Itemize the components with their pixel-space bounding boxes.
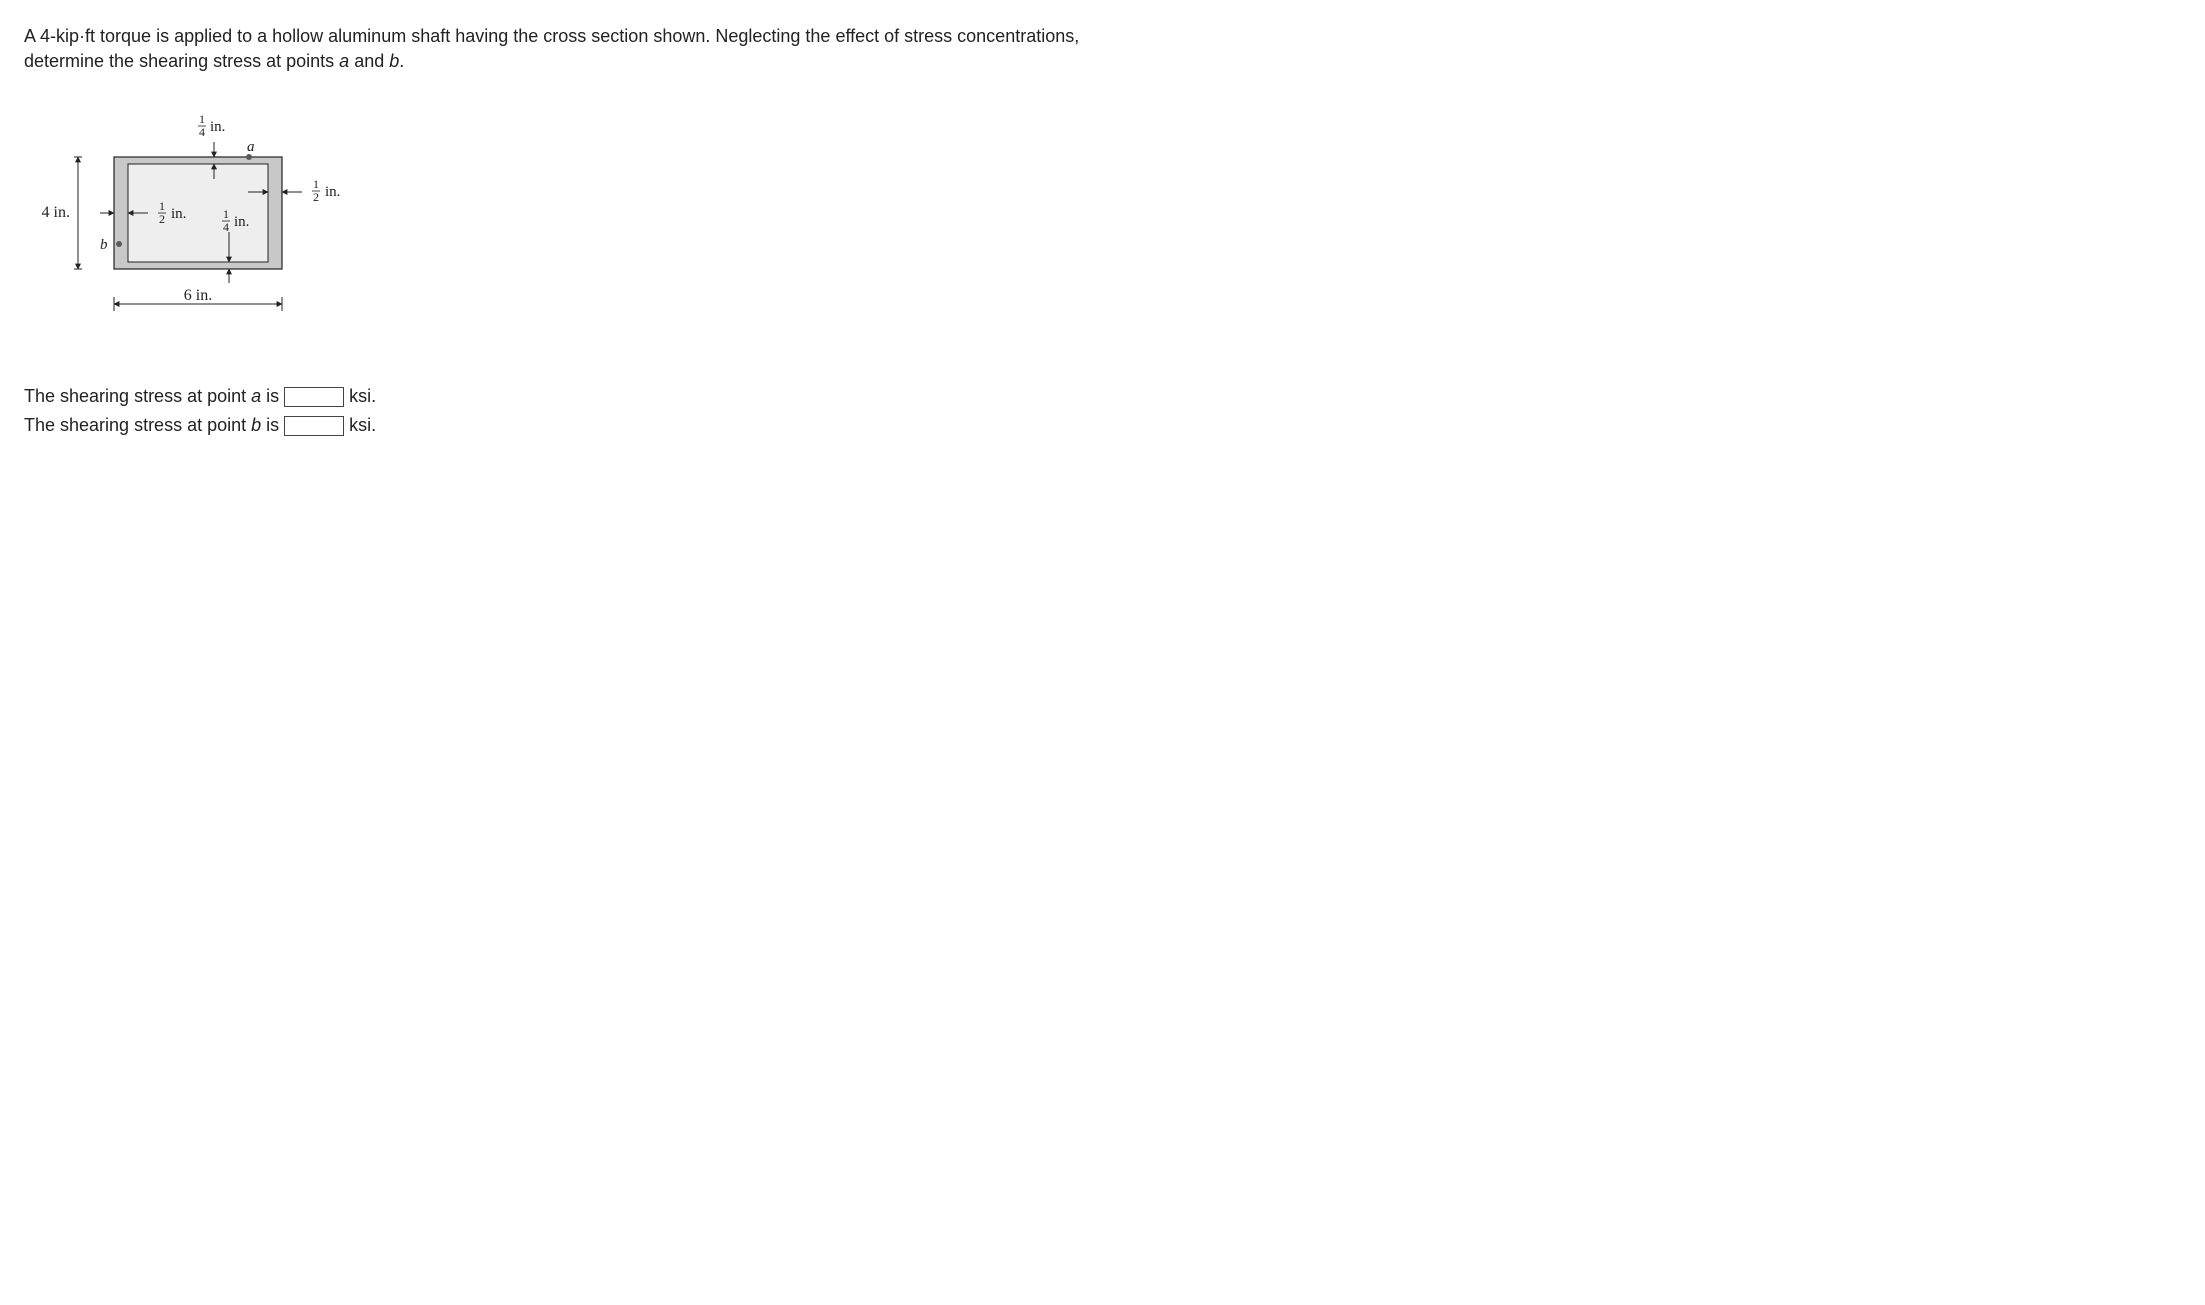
problem-and: and (349, 51, 389, 71)
problem-line2-pre: determine the shearing stress at points (24, 51, 339, 71)
svg-text:2: 2 (159, 212, 165, 226)
dim-width-label: 6 in. (184, 287, 212, 304)
dim-height: 4 in. (42, 157, 82, 269)
answer-a-input[interactable] (284, 387, 344, 407)
answer-b-post: is (261, 415, 284, 435)
answer-a-pre: The shearing stress at point (24, 386, 251, 406)
answer-row-a: The shearing stress at point a is ksi. (24, 382, 2181, 411)
svg-text:1: 1 (313, 177, 319, 191)
svg-text:a: a (247, 139, 255, 155)
answer-a-post: is (261, 386, 284, 406)
dim-width: 6 in. (114, 287, 282, 311)
svg-text:in.: in. (325, 184, 340, 200)
svg-text:in.: in. (234, 214, 249, 230)
svg-text:4: 4 (199, 125, 205, 139)
svg-text:in.: in. (210, 119, 225, 135)
svg-text:1: 1 (199, 112, 205, 126)
cross-section-diagram: 4 in. 6 in. 1 4 in. 1 4 in. 1 2 in. (34, 102, 2181, 342)
answer-b-pt: b (251, 415, 261, 435)
svg-text:4: 4 (223, 220, 229, 234)
problem-statement: A 4-kip·ft torque is applied to a hollow… (24, 24, 1324, 74)
answer-b-input[interactable] (284, 416, 344, 436)
answer-b-unit: ksi. (344, 415, 376, 435)
problem-pt-b: b (389, 51, 399, 71)
answer-prompts: The shearing stress at point a is ksi. T… (24, 382, 2181, 440)
svg-text:2: 2 (313, 190, 319, 204)
svg-text:b: b (100, 237, 108, 253)
svg-text:1: 1 (159, 199, 165, 213)
answer-a-unit: ksi. (344, 386, 376, 406)
answer-b-pre: The shearing stress at point (24, 415, 251, 435)
answer-a-pt: a (251, 386, 261, 406)
problem-period: . (399, 51, 404, 71)
problem-line1: A 4-kip·ft torque is applied to a hollow… (24, 26, 1079, 46)
answer-row-b: The shearing stress at point b is ksi. (24, 411, 2181, 440)
dim-height-label: 4 in. (42, 204, 70, 221)
svg-text:1: 1 (223, 207, 229, 221)
svg-text:in.: in. (171, 206, 186, 222)
problem-pt-a: a (339, 51, 349, 71)
